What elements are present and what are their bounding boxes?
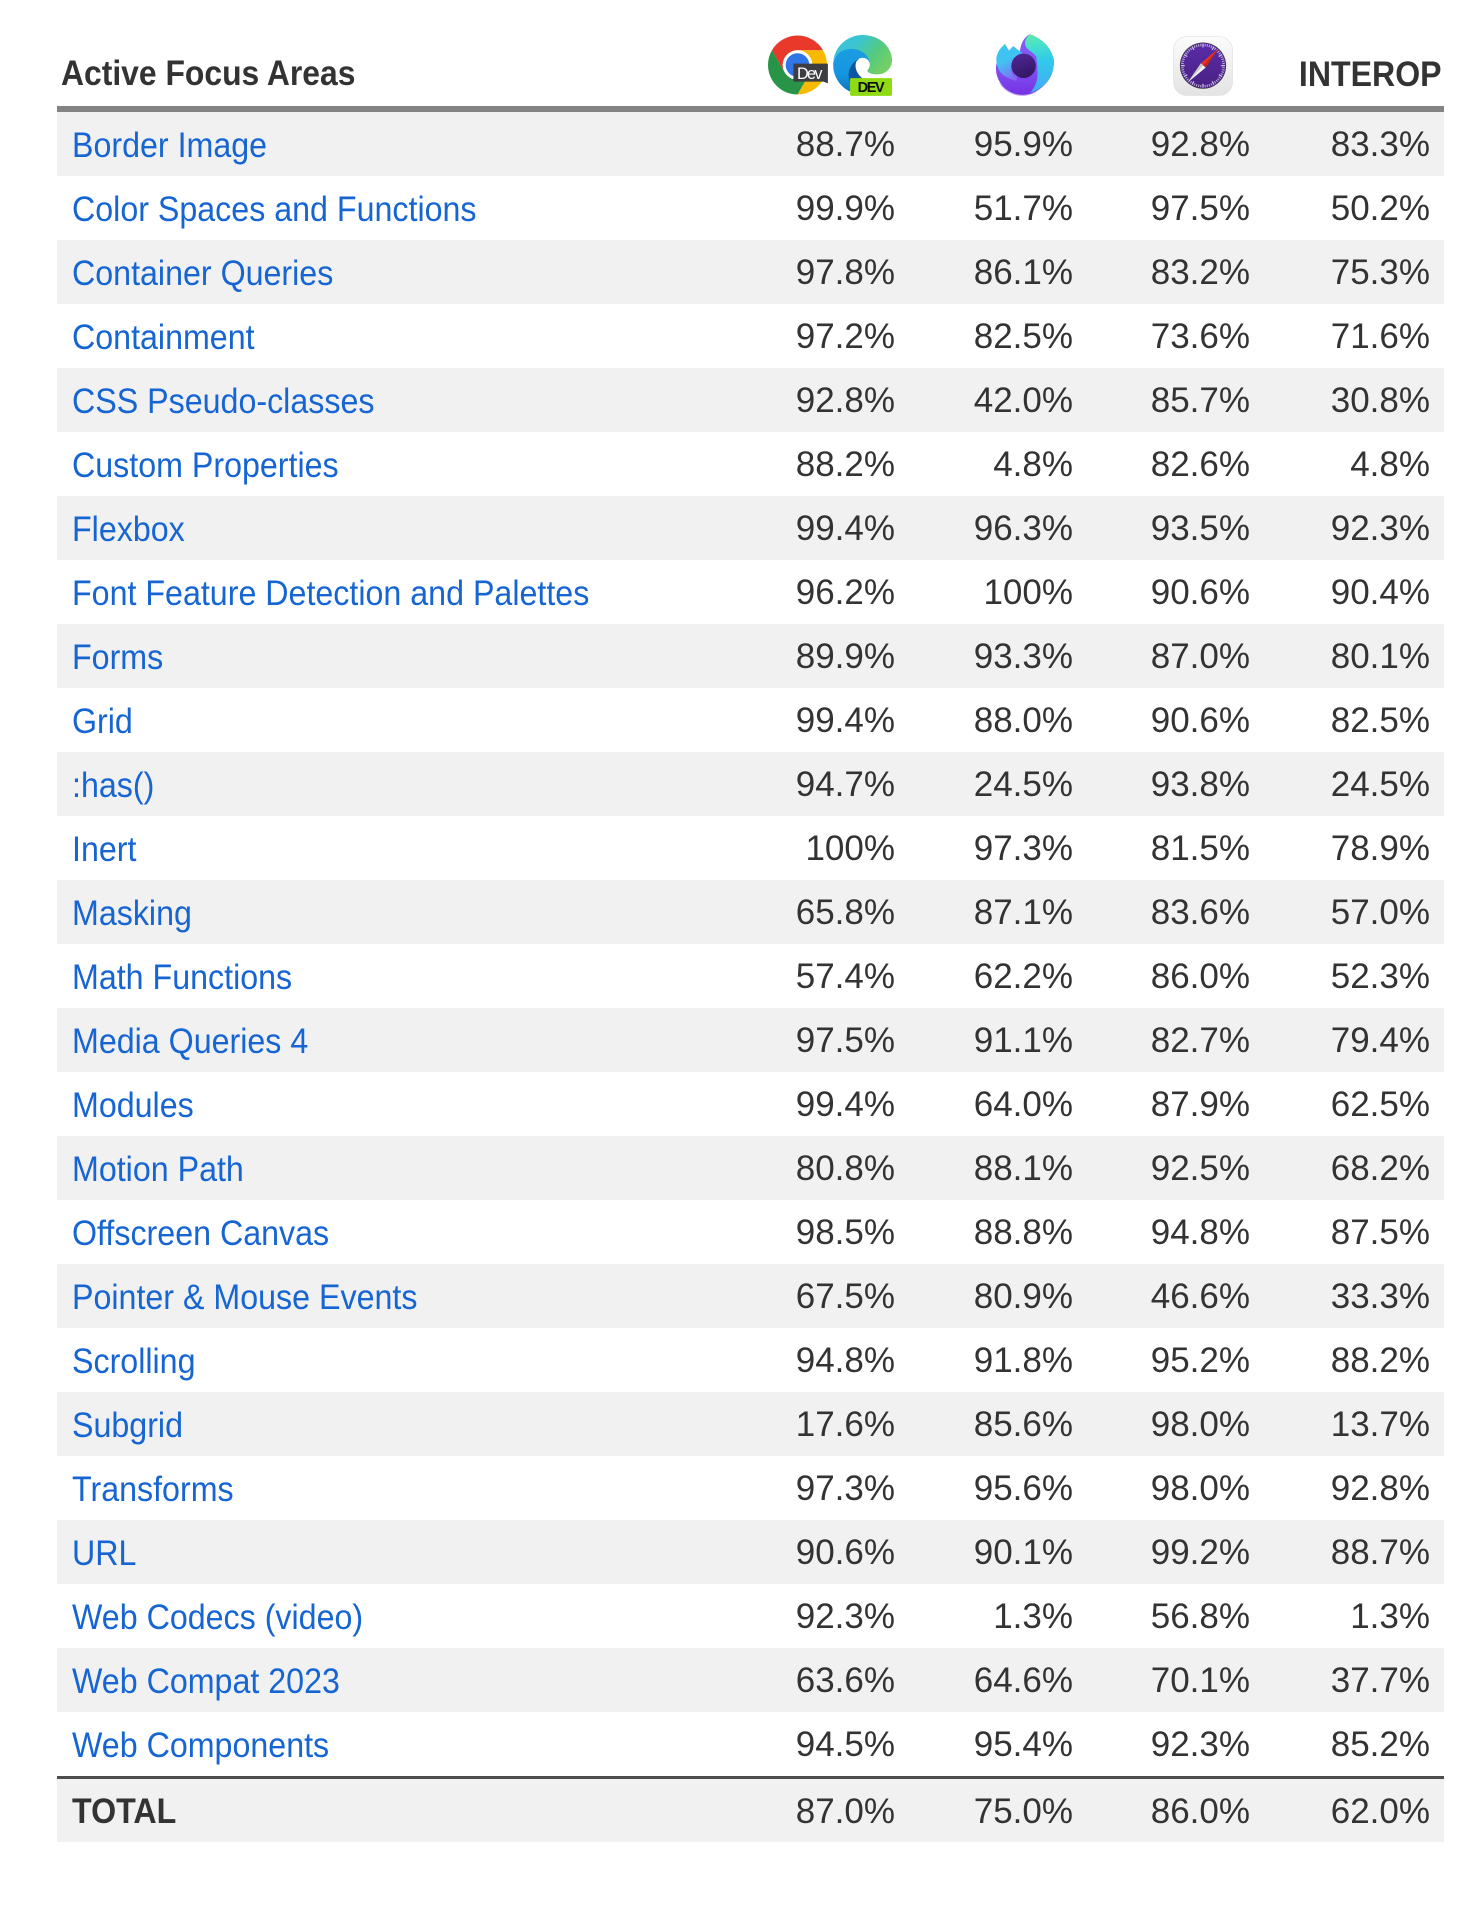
svg-text:DEV: DEV: [858, 80, 885, 96]
svg-text:Dev: Dev: [797, 65, 823, 83]
